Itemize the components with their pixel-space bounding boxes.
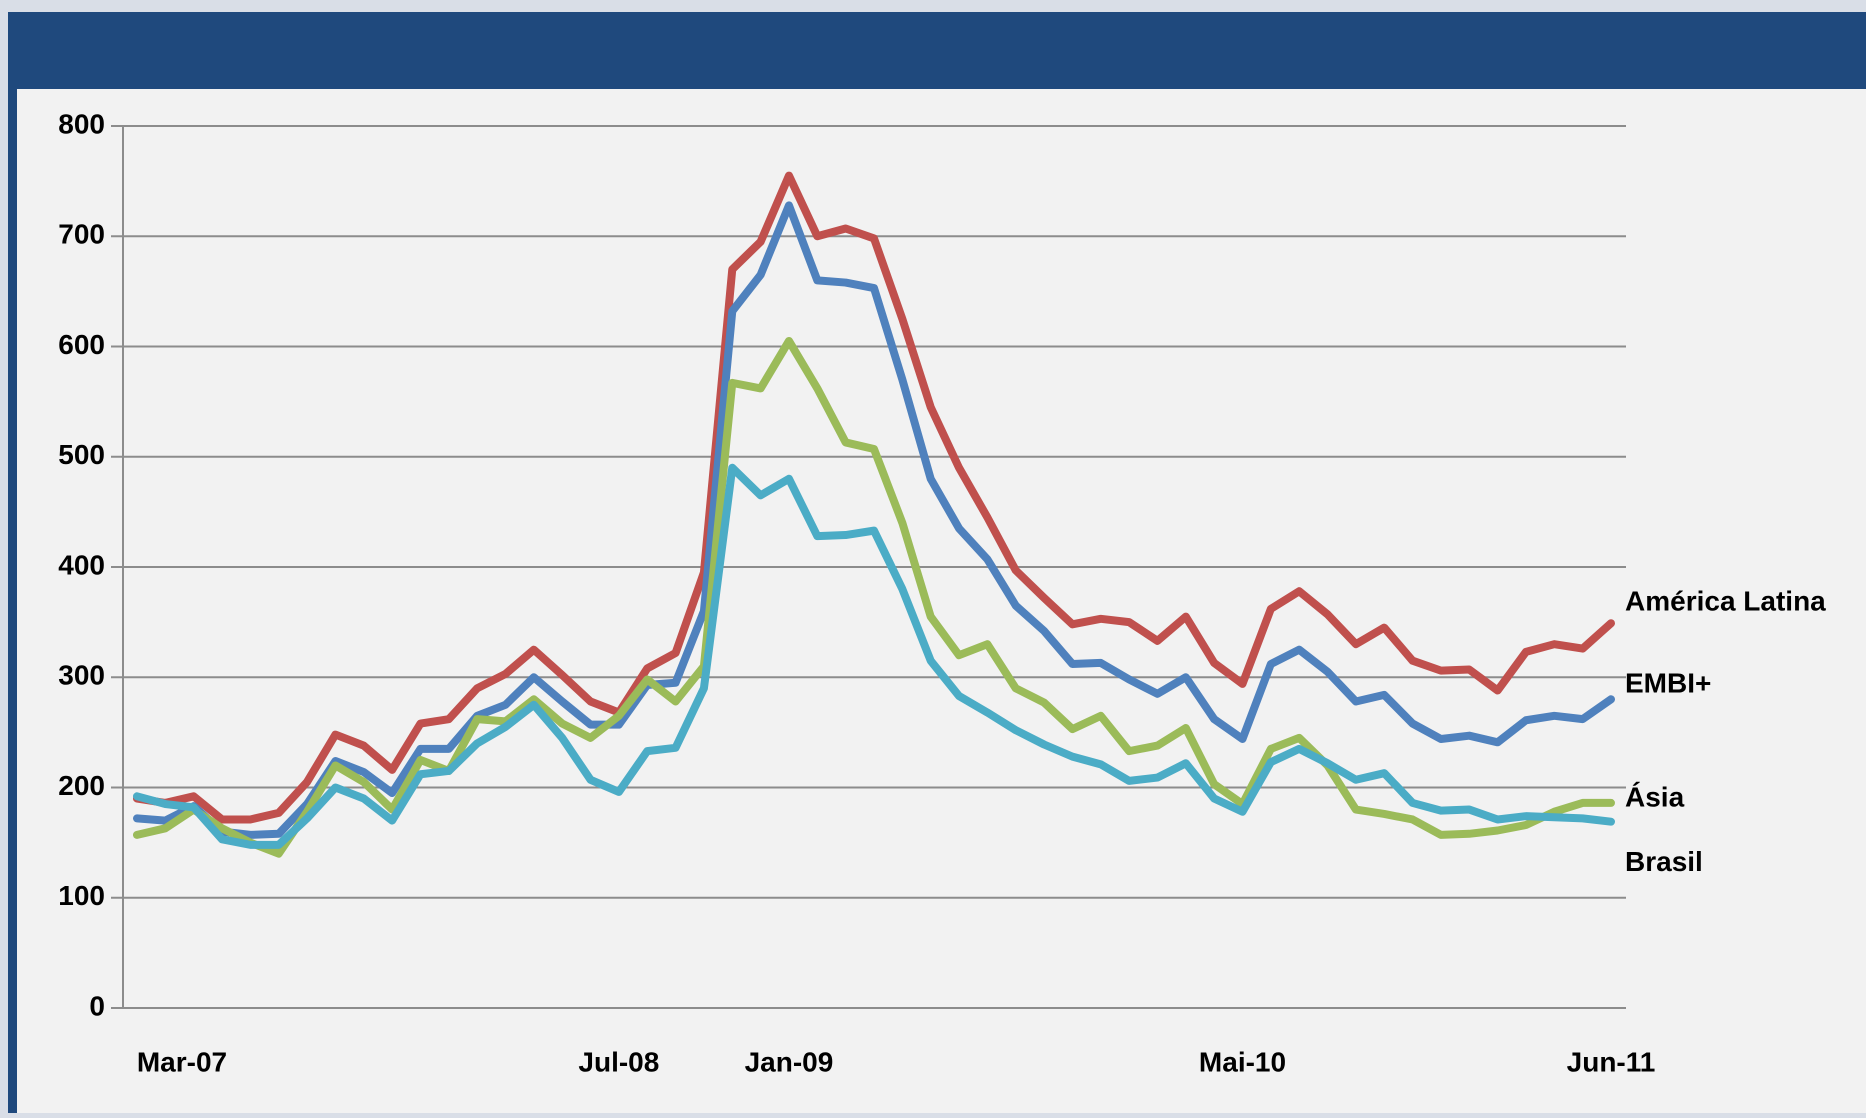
y-tick-label: 200 xyxy=(58,770,105,801)
series-line xyxy=(133,336,1615,858)
series-label: Ásia xyxy=(1625,781,1685,812)
y-tick-label: 400 xyxy=(58,549,105,580)
series-line xyxy=(133,171,1615,824)
x-tick-label: Mar-07 xyxy=(137,1046,227,1077)
series-label: EMBI+ xyxy=(1625,668,1711,699)
y-tick-label: 600 xyxy=(58,329,105,360)
series-label: Brasil xyxy=(1625,846,1703,877)
series-line xyxy=(133,201,1615,839)
series-line xyxy=(133,463,1615,849)
y-tick-label: 800 xyxy=(58,108,105,139)
x-tick-label: Jul-08 xyxy=(578,1046,659,1077)
y-tick-label: 100 xyxy=(58,880,105,911)
x-tick-label: Jun-11 xyxy=(1567,1046,1656,1077)
y-tick-label: 500 xyxy=(58,439,105,470)
panel xyxy=(17,89,1866,1113)
x-tick-label: Mai-10 xyxy=(1199,1046,1286,1077)
x-tick-label: Jan-09 xyxy=(745,1046,834,1077)
y-tick-label: 700 xyxy=(58,219,105,250)
y-tick-label: 300 xyxy=(58,660,105,691)
series-label: América Latina xyxy=(1625,586,1826,617)
y-tick-label: 0 xyxy=(89,990,105,1021)
